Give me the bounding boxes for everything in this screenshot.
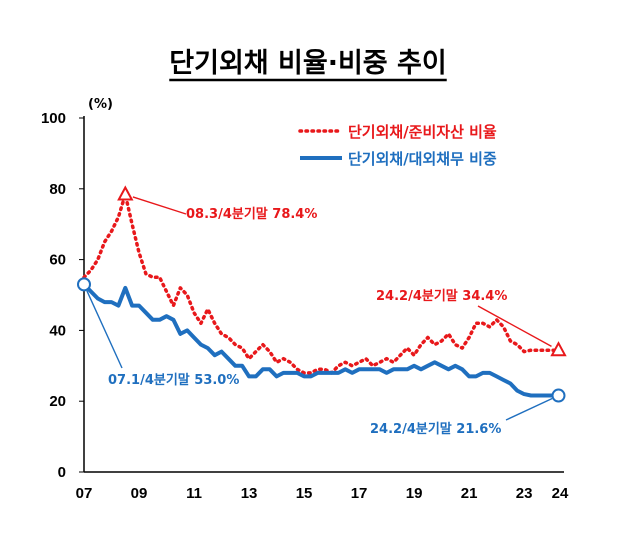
annotation-leader-line xyxy=(477,305,552,348)
point-marker-circle xyxy=(77,277,91,292)
x-tick-label: 19 xyxy=(406,485,423,502)
x-tick-label: 24 xyxy=(552,485,569,502)
x-tick-labels: 07 09 11 13 15 17 19 21 23 24 xyxy=(76,485,569,502)
share-series-line xyxy=(82,282,561,398)
legend-label-ratio: 단기외채/준비자산 비율 xyxy=(348,123,497,141)
y-tick-label: 100 xyxy=(41,110,66,127)
point-marker-circle xyxy=(551,388,566,403)
annotation-label: 07.1/4분기말 53.0% xyxy=(108,373,239,388)
x-tick-label: 07 xyxy=(76,485,93,502)
annotation-leader-line xyxy=(86,290,123,369)
legend-label-share: 단기외채/대외채무 비중 xyxy=(348,150,497,168)
series-markers xyxy=(77,185,567,403)
y-tick-label: 0 xyxy=(58,464,66,481)
peak-marker-triangle xyxy=(117,185,134,201)
annotation-label: 24.2/4분기말 21.6% xyxy=(370,422,501,437)
annotation-label: 08.3/4분기말 78.4% xyxy=(186,207,317,222)
peak-marker-triangle xyxy=(550,341,567,357)
legend: 단기외채/준비자산 비율 단기외채/대외채무 비중 xyxy=(298,123,497,168)
y-axis-unit: (%) xyxy=(88,97,113,112)
x-tick-label: 11 xyxy=(186,485,202,502)
y-tick-label: 40 xyxy=(49,322,66,339)
ratio-series-line xyxy=(82,192,561,375)
annotation-leader-line xyxy=(132,196,187,215)
annotation-label: 24.2/4분기말 34.4% xyxy=(376,289,507,304)
y-tick-label: 80 xyxy=(49,181,66,198)
x-tick-label: 09 xyxy=(131,485,148,502)
annotation-leader-line xyxy=(505,397,553,421)
y-tick-label: 60 xyxy=(49,252,66,269)
x-tick-label: 17 xyxy=(351,485,368,502)
y-tick-label: 20 xyxy=(49,393,66,410)
chart-title: 단기외채 비율·비중 추이 xyxy=(169,48,446,79)
series-lines xyxy=(82,192,561,398)
x-tick-label: 21 xyxy=(461,485,478,502)
x-tick-label: 13 xyxy=(241,485,258,502)
y-tick-labels: 0 20 40 60 80 100 xyxy=(41,110,66,481)
annotations: 08.3/4분기말 78.4% 24.2/4분기말 34.4% 07.1/4분기말 … xyxy=(86,196,553,437)
x-tick-label: 15 xyxy=(296,485,313,502)
x-tick-label: 23 xyxy=(516,485,533,502)
axes xyxy=(79,116,564,473)
